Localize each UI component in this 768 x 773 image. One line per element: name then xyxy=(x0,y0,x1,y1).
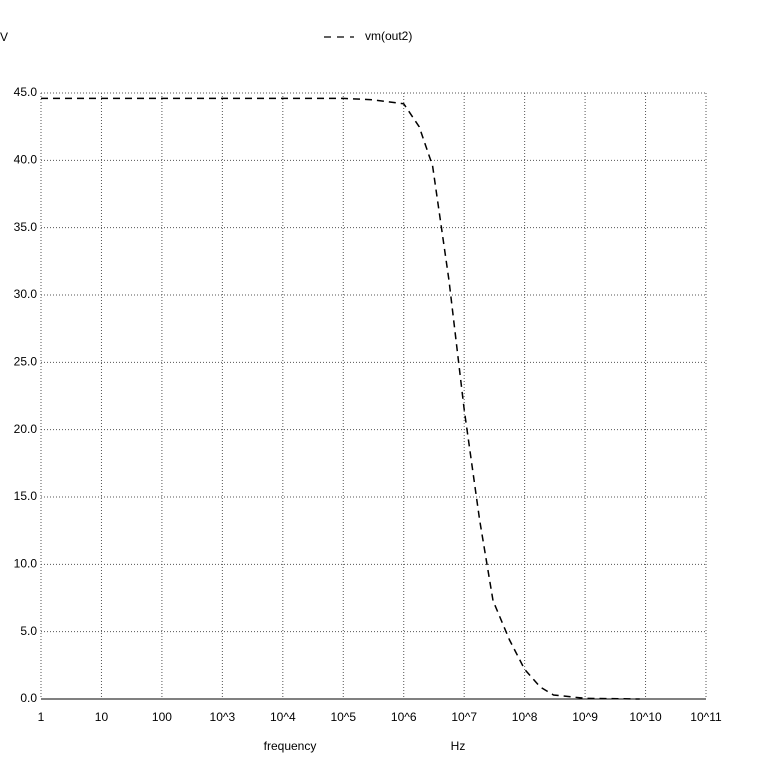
y-axis-label: V xyxy=(0,30,8,44)
y-tick-label: 35.0 xyxy=(14,220,38,234)
y-tick-label: 5.0 xyxy=(20,624,37,638)
y-tick-label: 20.0 xyxy=(14,422,38,436)
data-line xyxy=(41,97,640,700)
y-tick-label: 10.0 xyxy=(14,557,38,571)
x-tick-label: 10^6 xyxy=(391,710,417,724)
x-tick-label: 10^10 xyxy=(629,710,662,724)
x-tick-label: 1 xyxy=(38,710,45,724)
x-tick-label: 10^3 xyxy=(210,710,236,724)
y-tick-label: 45.0 xyxy=(14,85,38,99)
y-tick-label: 25.0 xyxy=(14,355,38,369)
y-tick-label: 40.0 xyxy=(14,153,38,167)
x-axis-label: frequency xyxy=(264,739,317,753)
x-tick-label: 10^7 xyxy=(451,710,477,724)
legend-label: vm(out2) xyxy=(365,29,412,43)
x-tick-label: 100 xyxy=(152,710,172,724)
y-tick-label: 30.0 xyxy=(14,287,38,301)
y-tick-label: 15.0 xyxy=(14,489,38,503)
x-tick-label: 10^9 xyxy=(572,710,598,724)
x-tick-label: 10^8 xyxy=(512,710,538,724)
x-tick-label: 10^11 xyxy=(690,710,722,724)
x-tick-label: 10^4 xyxy=(270,710,296,724)
y-tick-label: 0.0 xyxy=(20,691,37,705)
x-axis-unit: Hz xyxy=(451,739,466,753)
x-tick-label: 10^5 xyxy=(330,710,356,724)
x-tick-label: 10 xyxy=(95,710,109,724)
